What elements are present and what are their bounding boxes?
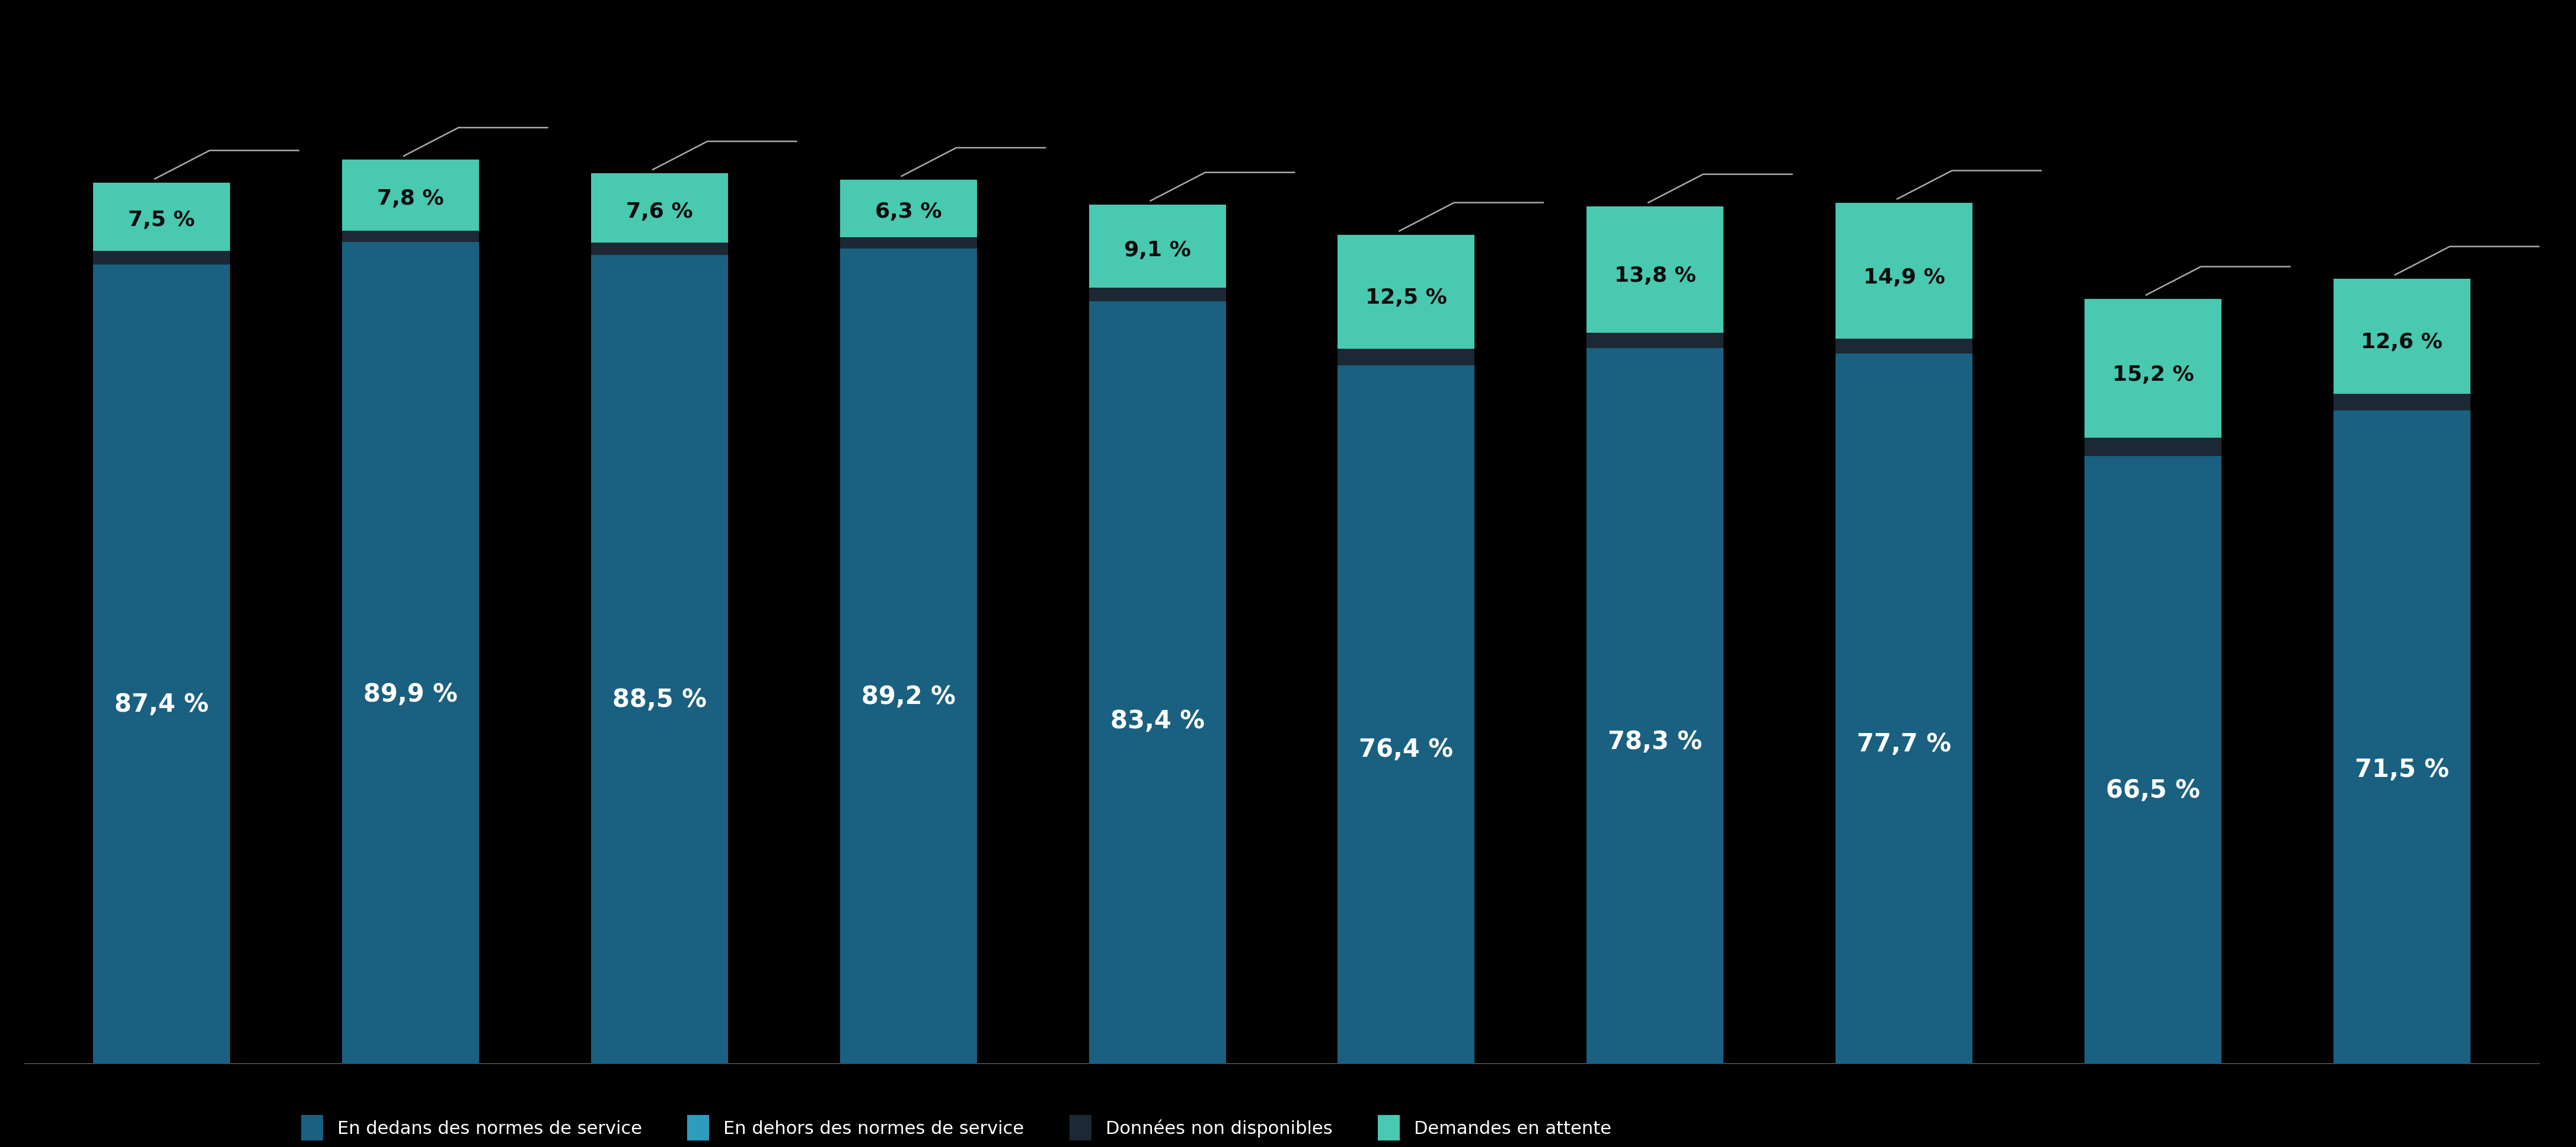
Bar bbox=[2334, 393, 2470, 411]
Bar bbox=[1090, 204, 1226, 288]
Text: 89,2 %: 89,2 % bbox=[860, 685, 956, 710]
Bar bbox=[1837, 353, 1973, 1064]
Bar bbox=[590, 255, 729, 1064]
Bar bbox=[590, 173, 729, 243]
Bar bbox=[2084, 438, 2221, 457]
Text: 6,3 %: 6,3 % bbox=[876, 202, 943, 221]
Text: 89,9 %: 89,9 % bbox=[363, 681, 459, 707]
Bar bbox=[343, 231, 479, 242]
Bar bbox=[1090, 288, 1226, 302]
Bar bbox=[840, 249, 976, 1064]
Bar bbox=[840, 237, 976, 249]
Text: 87,4 %: 87,4 % bbox=[113, 692, 209, 717]
Bar bbox=[1837, 338, 1973, 353]
Text: 7,6 %: 7,6 % bbox=[626, 202, 693, 221]
Bar bbox=[1337, 349, 1473, 366]
Text: 7,8 %: 7,8 % bbox=[376, 189, 443, 209]
Bar bbox=[1587, 333, 1723, 348]
Text: 14,9 %: 14,9 % bbox=[1862, 267, 1945, 288]
Text: 13,8 %: 13,8 % bbox=[1615, 266, 1695, 286]
Text: 9,1 %: 9,1 % bbox=[1123, 240, 1190, 260]
Bar bbox=[1587, 348, 1723, 1064]
Text: 71,5 %: 71,5 % bbox=[2354, 757, 2450, 782]
Text: 12,5 %: 12,5 % bbox=[1365, 288, 1448, 307]
Bar bbox=[93, 182, 229, 251]
Text: 7,5 %: 7,5 % bbox=[129, 210, 196, 231]
Text: 83,4 %: 83,4 % bbox=[1110, 709, 1206, 733]
Text: 78,3 %: 78,3 % bbox=[1607, 729, 1703, 755]
Text: 76,4 %: 76,4 % bbox=[1360, 738, 1453, 763]
Bar bbox=[343, 242, 479, 1064]
Text: 77,7 %: 77,7 % bbox=[1857, 732, 1950, 757]
Bar bbox=[1337, 366, 1473, 1064]
Bar bbox=[2334, 411, 2470, 1064]
Bar bbox=[840, 180, 976, 237]
Legend: En dedans des normes de service, En dehors des normes de service, Données non di: En dedans des normes de service, En deho… bbox=[291, 1106, 1620, 1147]
Text: 66,5 %: 66,5 % bbox=[2105, 778, 2200, 803]
Bar bbox=[590, 243, 729, 255]
Text: 15,2 %: 15,2 % bbox=[2112, 365, 2195, 385]
Text: 12,6 %: 12,6 % bbox=[2362, 331, 2442, 352]
Bar bbox=[93, 251, 229, 265]
Bar bbox=[1587, 206, 1723, 333]
Text: 88,5 %: 88,5 % bbox=[613, 687, 706, 712]
Bar bbox=[2334, 279, 2470, 393]
Bar bbox=[1337, 235, 1473, 349]
Bar bbox=[343, 159, 479, 231]
Bar bbox=[2084, 457, 2221, 1064]
Bar bbox=[93, 265, 229, 1064]
Bar bbox=[2084, 298, 2221, 438]
Bar bbox=[1837, 203, 1973, 338]
Bar bbox=[1090, 302, 1226, 1064]
